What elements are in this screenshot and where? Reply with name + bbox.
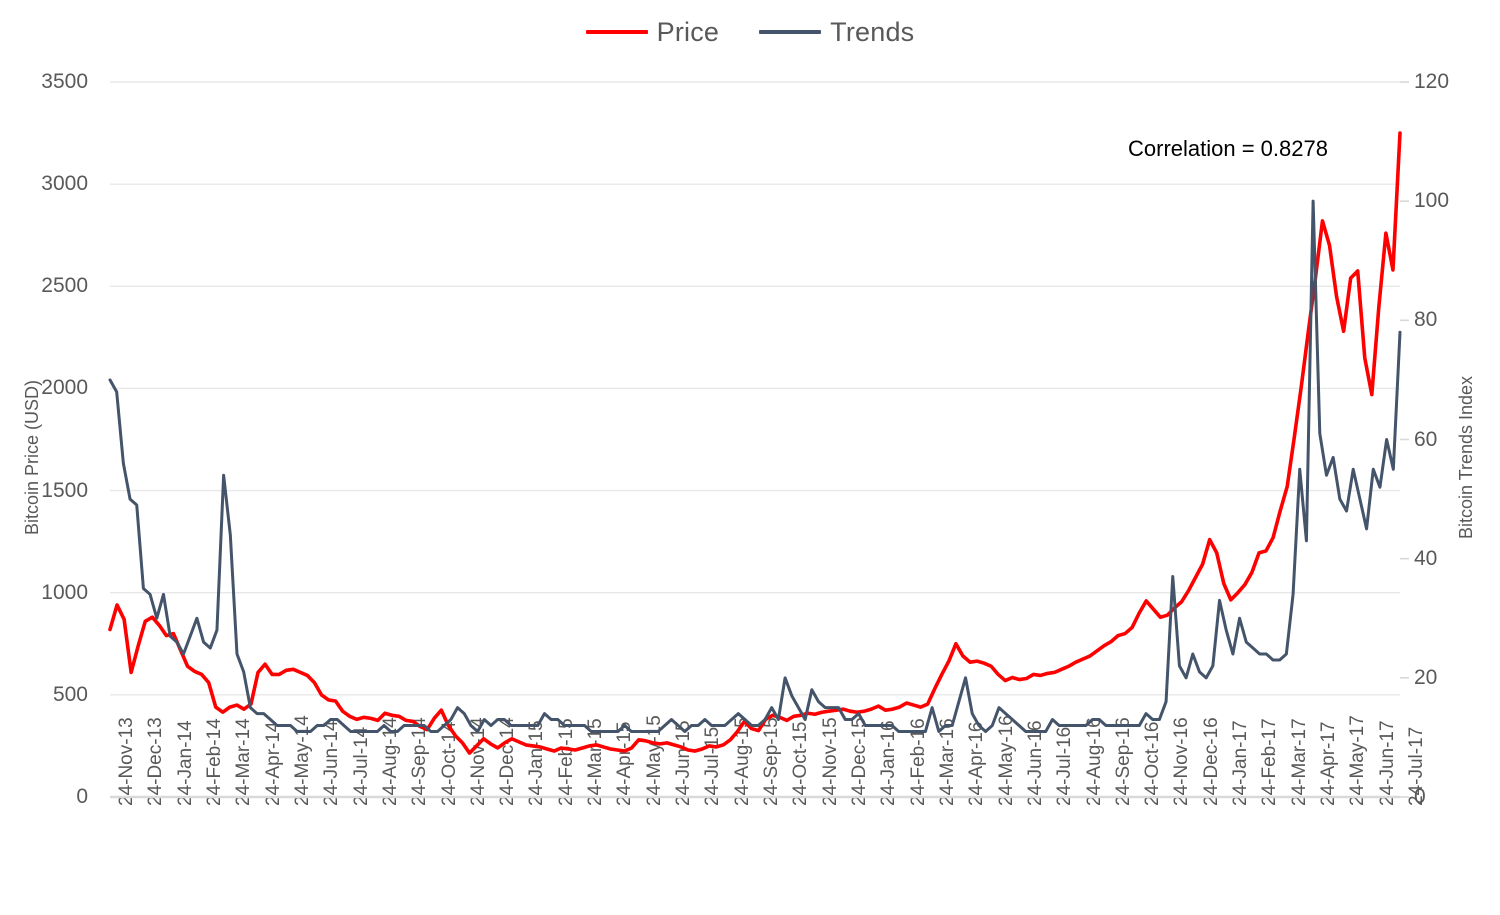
legend-label-price: Price	[656, 16, 720, 47]
y-axis-left-tick-label: 3000	[41, 172, 88, 196]
legend-swatch-price	[585, 30, 648, 34]
data-series	[108, 131, 1402, 755]
legend-label-trends: Trends	[830, 16, 915, 47]
y-axis-left-tick-label: 500	[52, 682, 88, 706]
y-axis-right-tick-label: 20	[1414, 665, 1438, 689]
legend-swatch-trends	[759, 30, 822, 34]
y-axis-left-tick-label: 2000	[41, 376, 88, 400]
legend-item-price: Price	[585, 16, 720, 47]
y-axis-right-tick-label: 100	[1414, 189, 1450, 213]
y-axis-left-tick-label: 3500	[41, 70, 88, 93]
chart-legend: Price Trends	[0, 14, 1500, 50]
y-axis-right-tick-label: 60	[1414, 427, 1438, 451]
axis-tickmarks	[1400, 81, 1409, 798]
y-axis-right-tick-label: 120	[1414, 70, 1450, 93]
correlation-annotation: Correlation = 0.8278	[1128, 136, 1328, 161]
series-line-price	[108, 131, 1402, 755]
legend-item-trends: Trends	[759, 16, 915, 47]
series-line-trends	[108, 199, 1402, 733]
y-axis-right-tick-label: 0	[1414, 785, 1426, 808]
y-axis-left-tick-label: 2500	[41, 274, 88, 298]
y-axis-right-tick-label: 40	[1414, 546, 1438, 570]
gridlines	[110, 81, 1400, 799]
y-axis-right-tick-label: 80	[1414, 308, 1438, 332]
y-axis-left-tick-label: 1500	[41, 478, 88, 502]
y-axis-left-tick-label: 1000	[41, 580, 88, 604]
y-axis-left-tick-label: 0	[76, 785, 88, 808]
